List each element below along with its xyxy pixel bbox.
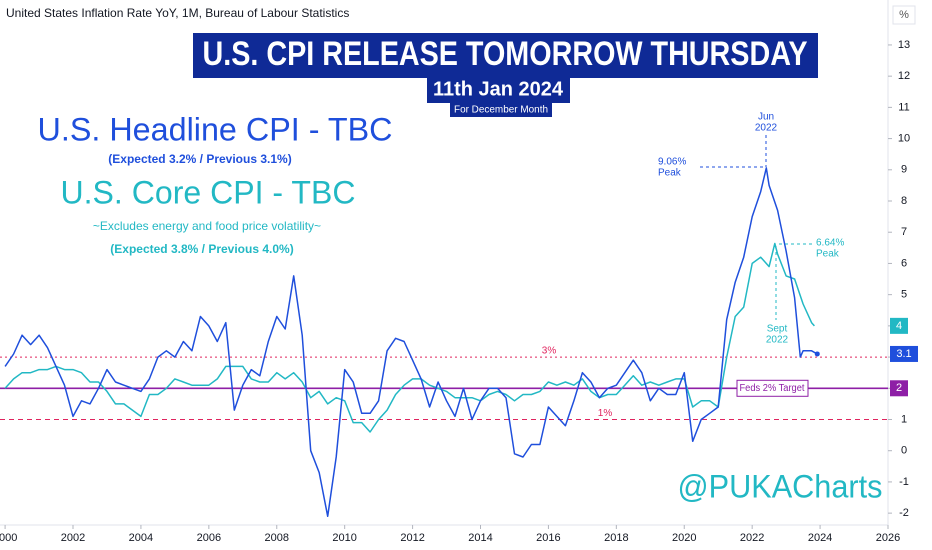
x-tick-label: 2022 bbox=[740, 532, 764, 544]
series-label: U.S. Headline CPI - TBC bbox=[38, 111, 393, 147]
reference-label: 1% bbox=[598, 408, 613, 419]
y-tick-label: 1 bbox=[901, 413, 907, 425]
price-tag bbox=[890, 317, 908, 334]
x-tick-label: 2012 bbox=[400, 532, 424, 544]
watermark: @PUKACharts bbox=[678, 468, 883, 504]
x-tick-label: 2016 bbox=[536, 532, 560, 544]
y-unit: % bbox=[899, 9, 909, 21]
y-tick-label: 0 bbox=[901, 445, 907, 457]
release-date: 11th Jan 2024 bbox=[433, 78, 564, 100]
price-tag bbox=[890, 380, 908, 397]
reference-label: 3% bbox=[542, 346, 557, 357]
x-tick-label: 2018 bbox=[604, 532, 628, 544]
y-tick-label: -2 bbox=[899, 507, 909, 519]
annotation: 2022 bbox=[766, 335, 789, 346]
note-box bbox=[450, 103, 552, 117]
annotation: Peak bbox=[658, 168, 682, 179]
x-tick-label: 2026 bbox=[876, 532, 900, 544]
x-tick-label: 2004 bbox=[129, 532, 153, 544]
annotation: Jun bbox=[758, 112, 774, 123]
y-tick-label: 13 bbox=[898, 39, 910, 51]
x-tick-label: 2006 bbox=[197, 532, 221, 544]
price-tag bbox=[890, 345, 918, 362]
y-tick-label: 7 bbox=[901, 226, 907, 238]
y-tick-label: 12 bbox=[898, 70, 910, 82]
banner-box bbox=[193, 33, 818, 78]
y-tick-label: 5 bbox=[901, 289, 907, 301]
x-tick-label: 2010 bbox=[332, 532, 356, 544]
annotation: 2022 bbox=[755, 123, 778, 134]
target-label: Feds 2% Target bbox=[740, 383, 805, 394]
series-label: U.S. Core CPI - TBC bbox=[61, 174, 356, 210]
annotation: Peak bbox=[816, 249, 840, 260]
annotation: 9.06% bbox=[658, 157, 686, 168]
y-tick-label: 6 bbox=[901, 257, 907, 269]
y-tick-label: 8 bbox=[901, 195, 907, 207]
price-tag-label: 3.1 bbox=[896, 348, 911, 360]
target-label-box bbox=[736, 379, 809, 397]
x-tick-label: 2002 bbox=[61, 532, 85, 544]
unit-box bbox=[892, 5, 916, 25]
chart-title: United States Inflation Rate YoY, 1M, Bu… bbox=[6, 6, 349, 20]
x-tick-label: 2000 bbox=[0, 532, 17, 544]
x-tick-label: 2024 bbox=[808, 532, 832, 544]
annotation: Sept bbox=[767, 324, 788, 335]
y-tick-label: 11 bbox=[898, 101, 909, 113]
annotation: 6.64% bbox=[816, 238, 844, 249]
banner: U.S. CPI RELEASE TOMORROW THURSDAY bbox=[203, 35, 808, 73]
series-note: (Expected 3.2% / Previous 3.1%) bbox=[108, 152, 291, 166]
x-tick-label: 2008 bbox=[265, 532, 289, 544]
series-line bbox=[4, 242, 815, 433]
series-note: (Expected 3.8% / Previous 4.0%) bbox=[110, 242, 293, 256]
y-tick-label: 10 bbox=[898, 132, 910, 144]
x-tick-label: 2020 bbox=[672, 532, 696, 544]
release-note: For December Month bbox=[454, 105, 548, 116]
price-tag-label: 4 bbox=[896, 320, 902, 332]
last-point bbox=[814, 351, 820, 357]
date-box bbox=[427, 77, 570, 103]
series-note: ~Excludes energy and food price volatili… bbox=[93, 219, 321, 233]
price-tag-label: 2 bbox=[896, 382, 902, 394]
x-tick-label: 2014 bbox=[468, 532, 492, 544]
series-line bbox=[4, 167, 818, 518]
y-tick-label: 9 bbox=[901, 164, 907, 176]
y-tick-label: -1 bbox=[899, 476, 909, 488]
